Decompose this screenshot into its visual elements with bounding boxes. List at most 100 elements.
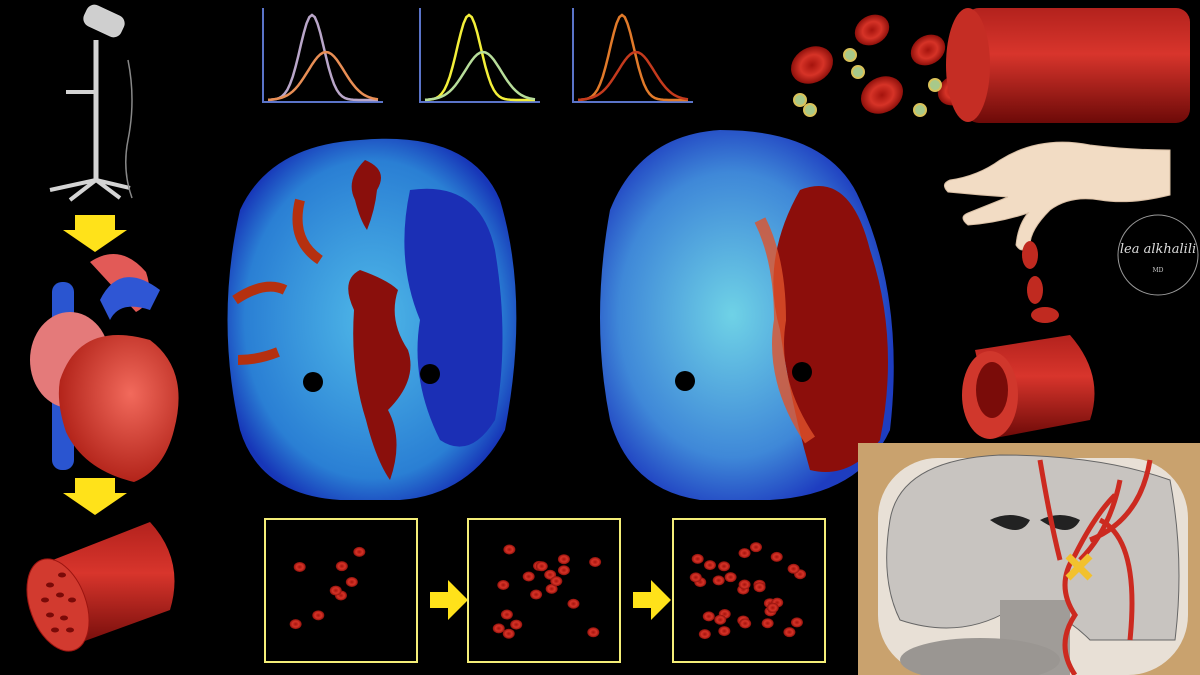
rbc: [854, 14, 890, 46]
pole-base: [49, 178, 131, 202]
hand-shape: [944, 141, 1171, 251]
rbc: [492, 623, 505, 634]
vessel-left: [26, 522, 175, 652]
rbc: [1031, 307, 1059, 323]
rbc: [718, 561, 731, 572]
vessel-rbc: [58, 572, 66, 578]
rbc: [702, 611, 715, 622]
rbc: [312, 610, 325, 621]
contrast-molecule: [803, 103, 817, 117]
vessel-small: [962, 335, 1095, 439]
curve-plots: [262, 8, 693, 103]
rbc: [535, 561, 548, 572]
penumbra-edge: [754, 217, 815, 444]
rbc: [1022, 241, 1038, 269]
vessel-rbc: [56, 592, 64, 598]
rbc: [790, 617, 803, 628]
rbc: [738, 548, 751, 559]
rbc: [587, 627, 600, 638]
rbc: [753, 582, 766, 593]
curve-late: [424, 50, 536, 101]
rbc: [329, 585, 342, 596]
rbc: [497, 579, 510, 590]
rbc: [787, 563, 800, 574]
rbc: [739, 618, 752, 629]
rbc: [502, 628, 515, 639]
occlusion-mark: [1065, 553, 1093, 581]
injector-pole: [49, 4, 133, 202]
vessel-rbc: [60, 615, 68, 621]
curve-plot: [572, 8, 693, 103]
rbc: [522, 571, 535, 582]
curve-late: [267, 50, 379, 101]
rbc: [910, 34, 946, 66]
rbc: [861, 76, 903, 114]
curve-plot: [419, 8, 540, 103]
rbc: [500, 609, 513, 620]
rbc: [766, 602, 779, 613]
contrast-molecule: [843, 48, 857, 62]
contrast-molecule: [851, 65, 865, 79]
curve-late: [577, 50, 689, 101]
rbc: [550, 576, 563, 587]
rbc: [335, 561, 348, 572]
hand: [944, 141, 1171, 323]
rbc-sequence: [264, 518, 826, 663]
lateral-ventricles: [990, 515, 1080, 530]
contrast-molecule: [928, 78, 942, 92]
ventricle-mark: [675, 371, 695, 391]
vessel-opening: [26, 558, 90, 652]
deficit-region: [773, 186, 888, 472]
rbc: [770, 551, 783, 562]
ventricle-mark: [303, 372, 323, 392]
rbc: [691, 553, 704, 564]
vessel-rbc: [51, 627, 59, 633]
rbc: [712, 575, 725, 586]
rbc: [791, 46, 833, 84]
plot-axes: [262, 8, 383, 103]
ventricles: [58, 335, 179, 482]
rbc: [698, 629, 711, 640]
rbc: [557, 565, 570, 576]
vessel-rbc: [41, 597, 49, 603]
vessel-rbc: [46, 582, 54, 588]
watermark-name: lea alkhalili: [1120, 242, 1196, 257]
rbc: [714, 614, 727, 625]
rbc: [289, 619, 302, 630]
arrow-right: [430, 580, 468, 620]
rbc: [293, 561, 306, 572]
arrow-right: [633, 580, 671, 620]
rbc: [545, 583, 558, 594]
vessel-rbc: [68, 597, 76, 603]
arrow-down: [63, 478, 127, 515]
rbc: [589, 557, 602, 568]
rbc: [749, 542, 762, 553]
rbc: [1027, 276, 1043, 304]
vessel-rbc: [66, 627, 74, 633]
watermark-credential: MD: [1153, 267, 1164, 274]
injector-cable: [125, 59, 133, 199]
rbc: [567, 598, 580, 609]
ventricle-mark: [792, 362, 812, 382]
rbc: [345, 576, 358, 587]
rbc-box: [467, 518, 621, 663]
watermark: lea alkhalili MD: [1117, 214, 1199, 296]
rbc: [503, 544, 516, 555]
contrast-molecule: [793, 93, 807, 107]
arteries: [1037, 459, 1153, 675]
vessel-body: [965, 8, 1190, 123]
curve-early: [267, 13, 378, 102]
rbc: [353, 546, 366, 557]
curve-plot: [262, 8, 383, 103]
heart: [30, 254, 179, 482]
vessel-lumen: [976, 362, 1008, 418]
curve-early: [577, 13, 688, 102]
high-perfusion: [348, 160, 411, 480]
perfusion-map-left: [227, 138, 517, 500]
curve-early: [424, 13, 535, 102]
rbc: [689, 572, 702, 583]
cerebellum: [900, 638, 1060, 675]
